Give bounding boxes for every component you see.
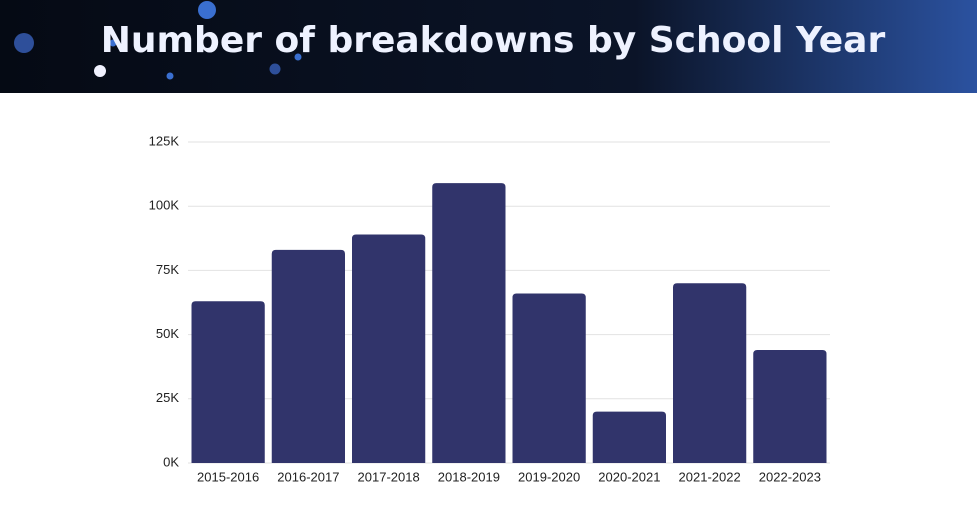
header-banner [0,0,977,93]
x-tick-label: 2016-2017 [277,469,339,484]
x-tick-label: 2020-2021 [598,469,660,484]
y-tick-label: 25K [156,390,179,405]
bar [352,234,426,463]
y-tick-label: 100K [149,198,180,213]
y-tick-label: 125K [149,133,180,148]
bar [512,293,586,463]
x-tick-label: 2017-2018 [358,469,420,484]
y-tick-label: 75K [156,262,179,277]
bar [271,249,345,463]
x-tick-label: 2018-2019 [438,469,500,484]
bar [592,411,666,463]
x-tick-label: 2015-2016 [197,469,259,484]
y-tick-label: 0K [163,454,179,469]
x-tick-label: 2021-2022 [679,469,741,484]
y-tick-label: 50K [156,326,179,341]
bar [753,350,827,463]
decor-dots [14,1,302,80]
bar [191,301,265,463]
bar [432,183,506,463]
x-tick-label: 2019-2020 [518,469,580,484]
bar [673,283,747,463]
chart-title: Number of breakdowns by School Year [101,20,886,61]
x-tick-label: 2022-2023 [759,469,821,484]
